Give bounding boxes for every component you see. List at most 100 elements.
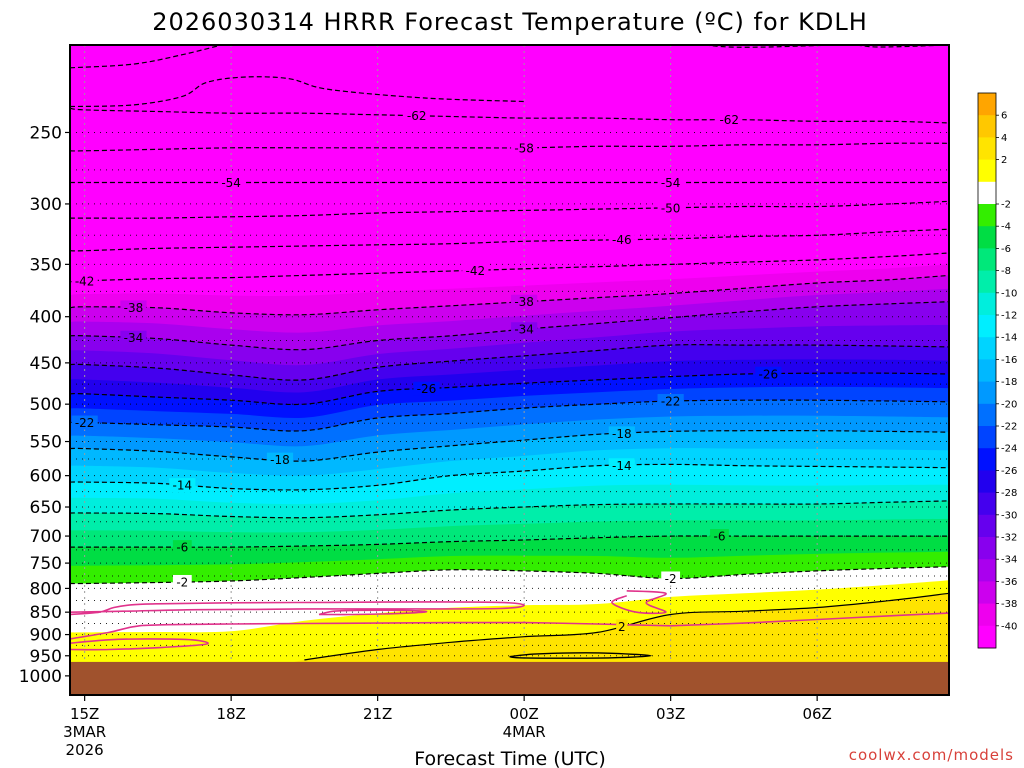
y-tick-label: 400 bbox=[30, 308, 62, 328]
colorbar-label: -22 bbox=[1001, 422, 1017, 433]
isotherm-line bbox=[70, 500, 949, 519]
isotherm-label: -46 bbox=[612, 233, 632, 247]
zero-isotherm-lines bbox=[70, 583, 949, 651]
isotherm-label: -26 bbox=[417, 382, 437, 396]
x-tick-label: 21Z bbox=[363, 705, 392, 723]
colorbar-label: -2 bbox=[1001, 200, 1011, 211]
colorbar-swatch bbox=[978, 359, 996, 383]
plot-frame bbox=[69, 44, 950, 696]
x-tick-label: 15Z bbox=[70, 705, 99, 723]
isotherm-label: -6 bbox=[713, 530, 725, 544]
isotherm-label-bg bbox=[120, 330, 147, 345]
colorbar-swatch bbox=[978, 137, 996, 161]
colorbar-label: -6 bbox=[1001, 244, 1011, 255]
colorbar-label: 4 bbox=[1001, 133, 1007, 144]
zero-isotherm-line bbox=[70, 601, 526, 616]
isotherm-line bbox=[70, 430, 949, 462]
x-tick-date: 3MAR bbox=[63, 723, 106, 741]
colorbar-label: -8 bbox=[1001, 266, 1011, 277]
colorbar-label: -4 bbox=[1001, 222, 1011, 233]
isotherm-label: -22 bbox=[661, 395, 681, 409]
isotherm-label: -62 bbox=[407, 109, 427, 123]
isotherm-label: -54 bbox=[221, 176, 241, 190]
isotherm-label: -58 bbox=[514, 141, 534, 155]
colorbar-swatch bbox=[978, 315, 996, 338]
colorbar-swatch bbox=[978, 226, 996, 249]
colorbar-swatch bbox=[978, 492, 996, 516]
isotherm-label-bg bbox=[71, 415, 98, 430]
zero-isotherm-line bbox=[70, 621, 671, 640]
x-tick-label: 00Z bbox=[509, 705, 538, 723]
isotherm-line bbox=[70, 274, 949, 316]
isotherm-label-bg bbox=[172, 540, 192, 555]
ground-fill bbox=[70, 661, 949, 695]
isotherm-label-bg bbox=[716, 112, 743, 127]
isotherm-line bbox=[70, 535, 949, 548]
isotherm-label-bg bbox=[657, 200, 684, 215]
isotherm-label: -6 bbox=[176, 541, 188, 555]
isotherm-line bbox=[509, 652, 652, 659]
y-tick-label: 250 bbox=[30, 123, 62, 143]
y-tick-label: 500 bbox=[30, 395, 62, 415]
colorbar-swatch bbox=[978, 603, 996, 627]
colorbar-swatch bbox=[978, 514, 996, 538]
isotherm-label: -62 bbox=[719, 113, 739, 127]
colorbar-label: -24 bbox=[1001, 444, 1017, 455]
y-tick-label: 900 bbox=[30, 626, 62, 646]
isotherm-line bbox=[70, 301, 949, 351]
colorbar-label: -16 bbox=[1001, 355, 1017, 366]
y-tick-label: 850 bbox=[30, 603, 62, 623]
colorbar-swatch bbox=[978, 448, 996, 471]
colorbar-label: -34 bbox=[1001, 555, 1017, 566]
isotherm-line bbox=[70, 372, 949, 406]
x-tick-year: 2026 bbox=[66, 741, 104, 759]
isotherm-label-bg bbox=[616, 619, 628, 634]
y-tick-label: 450 bbox=[30, 354, 62, 374]
isotherm-label: 2 bbox=[618, 620, 626, 634]
isotherm-label: -2 bbox=[665, 572, 677, 586]
x-tick-label: 03Z bbox=[656, 705, 685, 723]
zero-isotherm-line bbox=[611, 590, 667, 615]
colorbar: 6 4 2 -2 -4 -6 -8 -10 -12 -14 -16 -18 -20 -22 -24 -26 -2… bbox=[977, 92, 1017, 649]
colorbar-swatch bbox=[978, 115, 996, 138]
colorbar-label: 6 bbox=[1001, 111, 1007, 122]
colorbar-swatch bbox=[978, 292, 996, 316]
isotherm-label-bg bbox=[172, 574, 192, 589]
isotherm-label-bg bbox=[462, 263, 489, 278]
isotherm-line bbox=[70, 76, 525, 108]
colorbar-swatch bbox=[978, 248, 996, 272]
isotherm-label-bg bbox=[511, 140, 538, 155]
isotherm-label-bg bbox=[169, 478, 196, 493]
isotherm-label: -38 bbox=[514, 295, 534, 309]
isotherm-label-bg bbox=[657, 175, 684, 190]
isotherm-label: -42 bbox=[466, 264, 486, 278]
isotherm-label-bg bbox=[608, 426, 635, 441]
isotherm-label: -42 bbox=[75, 274, 95, 288]
y-tick-label: 950 bbox=[30, 647, 62, 667]
isotherm-line bbox=[70, 107, 949, 124]
isotherm-label-bg bbox=[661, 571, 681, 586]
colorbar-swatch bbox=[978, 426, 996, 449]
isotherm-labels: -62 -62-58-54 -54-50-46-42-42-38 -38-34-34-… bbox=[71, 108, 782, 634]
colorbar-label: -30 bbox=[1001, 510, 1017, 521]
colorbar-swatch bbox=[978, 559, 996, 582]
colorbar-label: -40 bbox=[1001, 621, 1017, 632]
y-tick-label: 550 bbox=[30, 433, 62, 453]
y-tick-label: 600 bbox=[30, 467, 62, 487]
isotherm-label: -34 bbox=[514, 323, 534, 337]
colorbar-swatch bbox=[978, 93, 996, 116]
isotherm-label-bg bbox=[657, 394, 684, 409]
isotherm-label: -18 bbox=[612, 427, 632, 441]
colorbar-swatch bbox=[978, 181, 996, 205]
isotherm-label-bg bbox=[413, 381, 440, 396]
isotherm-label: -38 bbox=[124, 301, 144, 315]
x-tick-date: 4MAR bbox=[503, 723, 546, 741]
isotherm-line bbox=[70, 344, 949, 381]
y-tick-label: 300 bbox=[30, 195, 62, 215]
isotherm-label: -14 bbox=[612, 459, 632, 473]
isotherm-label: -34 bbox=[124, 331, 144, 345]
isotherm-label: -18 bbox=[270, 453, 290, 467]
credit-text: coolwx.com/models bbox=[849, 746, 1014, 764]
